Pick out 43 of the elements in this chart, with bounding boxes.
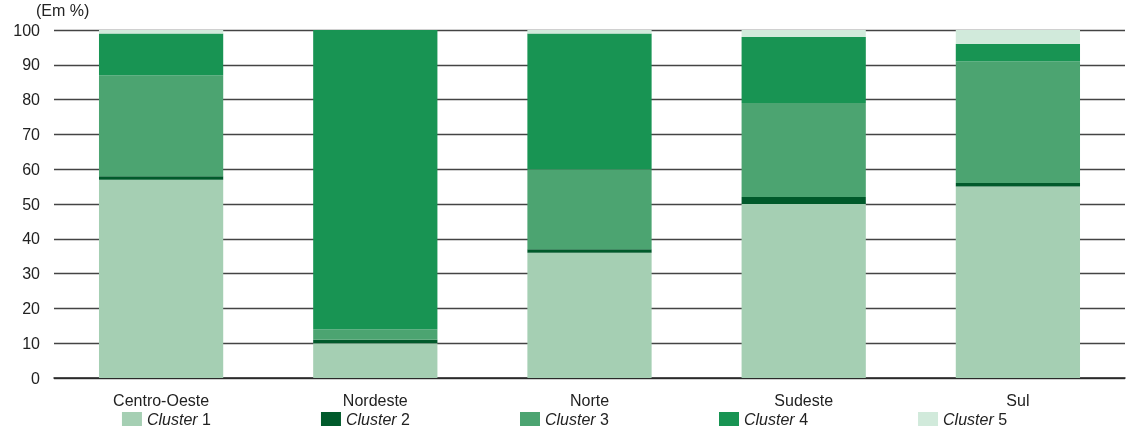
bar	[955, 183, 1081, 187]
legend-label: Cluster 2	[345, 410, 411, 428]
bar	[955, 30, 1081, 44]
bar	[955, 43, 1081, 62]
bar	[313, 329, 438, 340]
bar	[741, 30, 866, 37]
bar	[98, 33, 224, 76]
y-tick-label: 80	[22, 91, 41, 109]
y-tick-label: 90	[22, 56, 41, 74]
y-tick-label: 0	[31, 369, 41, 387]
y-tick-label: 10	[22, 334, 41, 352]
bar	[741, 197, 866, 204]
legend-label: Cluster 5	[943, 410, 1008, 428]
x-tick-label: Nordeste	[342, 391, 408, 409]
y-tick-label: 50	[22, 195, 41, 213]
bar	[313, 30, 438, 330]
x-tick-label: Centro-Oeste	[113, 391, 210, 409]
y-axis-title: (Em %)	[36, 1, 90, 19]
bar	[955, 61, 1081, 184]
y-tick-label: 40	[22, 230, 41, 248]
x-tick-label: Norte	[569, 391, 610, 409]
bar	[527, 33, 652, 170]
y-tick-label: 70	[22, 125, 41, 143]
bar	[313, 343, 438, 378]
bar	[98, 176, 224, 180]
x-tick-label: Sul	[1006, 391, 1030, 409]
bar	[527, 249, 652, 253]
y-tick-label: 30	[22, 265, 41, 283]
legend-label: Cluster 3	[544, 410, 610, 428]
bar	[98, 75, 224, 177]
y-tick-label: 100	[13, 21, 41, 39]
legend-label: Cluster 1	[146, 410, 212, 428]
bar	[527, 169, 652, 250]
x-tick-label: Sudeste	[774, 391, 834, 409]
bar	[741, 36, 866, 104]
y-tick-label: 60	[22, 160, 41, 178]
bar	[741, 204, 866, 378]
bar	[527, 252, 652, 378]
legend-label: Cluster 4	[744, 410, 809, 428]
bar	[98, 179, 224, 378]
bar	[741, 103, 866, 198]
y-tick-label: 20	[22, 299, 41, 317]
bar	[955, 186, 1081, 378]
